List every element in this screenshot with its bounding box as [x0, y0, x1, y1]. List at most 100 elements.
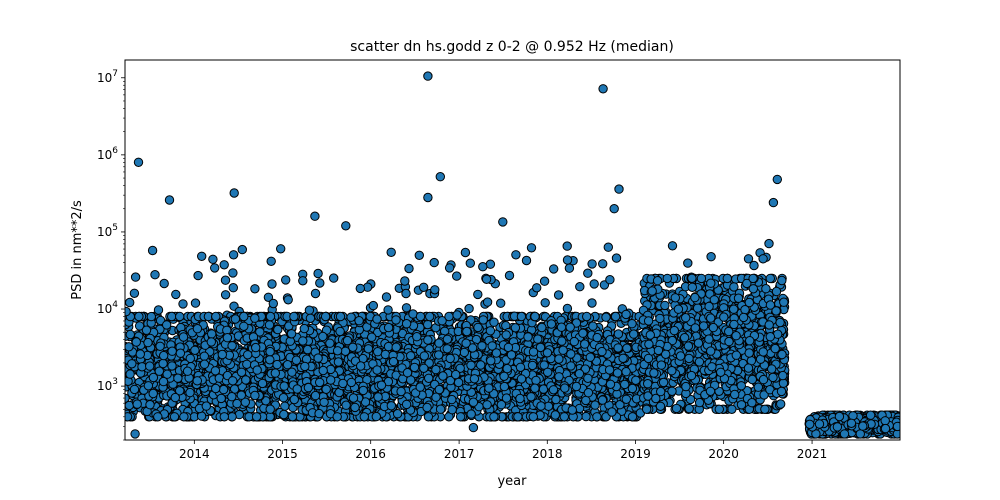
data-point — [462, 326, 472, 337]
data-point — [239, 321, 249, 331]
data-point — [134, 321, 145, 331]
data-point — [267, 279, 277, 289]
data-point — [496, 298, 506, 308]
data-point — [473, 322, 483, 333]
data-point — [592, 412, 602, 422]
data-point — [158, 376, 169, 387]
data-point — [521, 255, 532, 266]
data-point — [304, 305, 315, 315]
data-point — [153, 305, 164, 315]
data-point — [190, 298, 201, 308]
data-point — [289, 394, 299, 405]
data-point — [618, 353, 628, 363]
data-point — [558, 345, 568, 355]
data-point — [159, 278, 169, 289]
data-point — [511, 250, 521, 260]
data-point — [178, 299, 188, 309]
data-point — [286, 329, 297, 339]
data-point — [412, 332, 422, 342]
data-point — [460, 247, 471, 258]
data-point — [406, 351, 416, 361]
data-point — [130, 272, 141, 282]
data-point — [363, 344, 374, 354]
data-point — [219, 260, 229, 270]
data-point — [216, 393, 226, 404]
data-point — [129, 288, 140, 298]
data-point — [386, 247, 396, 258]
data-point — [175, 311, 185, 322]
data-point — [489, 317, 499, 327]
data-point — [173, 373, 183, 383]
data-point — [263, 292, 274, 302]
data-point — [227, 412, 237, 422]
data-point — [326, 375, 336, 385]
data-point — [315, 278, 325, 288]
data-point — [162, 320, 172, 330]
data-point — [482, 400, 492, 410]
data-point — [190, 345, 200, 355]
data-point — [228, 376, 238, 386]
data-point — [445, 353, 455, 364]
data-point — [315, 377, 325, 388]
data-point — [154, 366, 165, 376]
data-point — [526, 243, 537, 253]
data-point — [597, 346, 607, 357]
data-point — [400, 276, 410, 286]
data-point — [342, 335, 353, 346]
data-point — [506, 350, 517, 360]
data-point — [422, 402, 432, 413]
data-point — [504, 270, 515, 281]
data-point — [571, 381, 582, 392]
data-point — [276, 244, 286, 254]
data-point — [621, 394, 631, 404]
data-point — [155, 341, 165, 351]
data-point — [273, 324, 283, 335]
data-point — [340, 346, 351, 356]
data-point — [206, 337, 217, 347]
data-point — [530, 383, 540, 393]
data-point — [299, 323, 309, 334]
data-point — [125, 329, 136, 340]
data-point — [218, 384, 229, 395]
data-point — [604, 365, 615, 375]
data-point — [592, 332, 602, 343]
data-point — [481, 274, 492, 284]
data-point — [391, 315, 401, 325]
data-point — [444, 311, 454, 322]
data-point — [583, 373, 593, 383]
data-point — [582, 311, 592, 322]
data-point — [447, 405, 457, 415]
data-point — [499, 381, 510, 392]
data-point — [478, 262, 488, 272]
data-point — [335, 311, 346, 322]
data-point — [607, 407, 617, 417]
data-point — [230, 314, 241, 324]
data-point — [282, 360, 293, 370]
data-point — [401, 303, 412, 313]
data-point — [603, 242, 613, 252]
data-point — [125, 342, 134, 352]
data-point — [192, 324, 203, 334]
data-point — [222, 333, 233, 343]
data-point — [197, 251, 207, 261]
data-point — [219, 412, 230, 422]
data-point — [373, 392, 383, 402]
data-point — [621, 367, 631, 377]
data-point — [598, 259, 608, 269]
data-point — [333, 357, 344, 367]
data-point — [208, 254, 218, 264]
data-point — [430, 285, 440, 295]
data-point — [167, 311, 177, 322]
data-point — [355, 283, 365, 294]
data-point — [515, 362, 526, 372]
data-point — [236, 367, 247, 377]
data-point — [125, 369, 135, 379]
data-point — [175, 348, 186, 358]
data-point — [423, 412, 434, 422]
data-point — [265, 404, 275, 414]
data-point — [241, 375, 251, 385]
data-point — [178, 332, 189, 342]
data-point — [167, 346, 177, 356]
data-point — [431, 392, 441, 402]
data-point — [319, 397, 329, 407]
